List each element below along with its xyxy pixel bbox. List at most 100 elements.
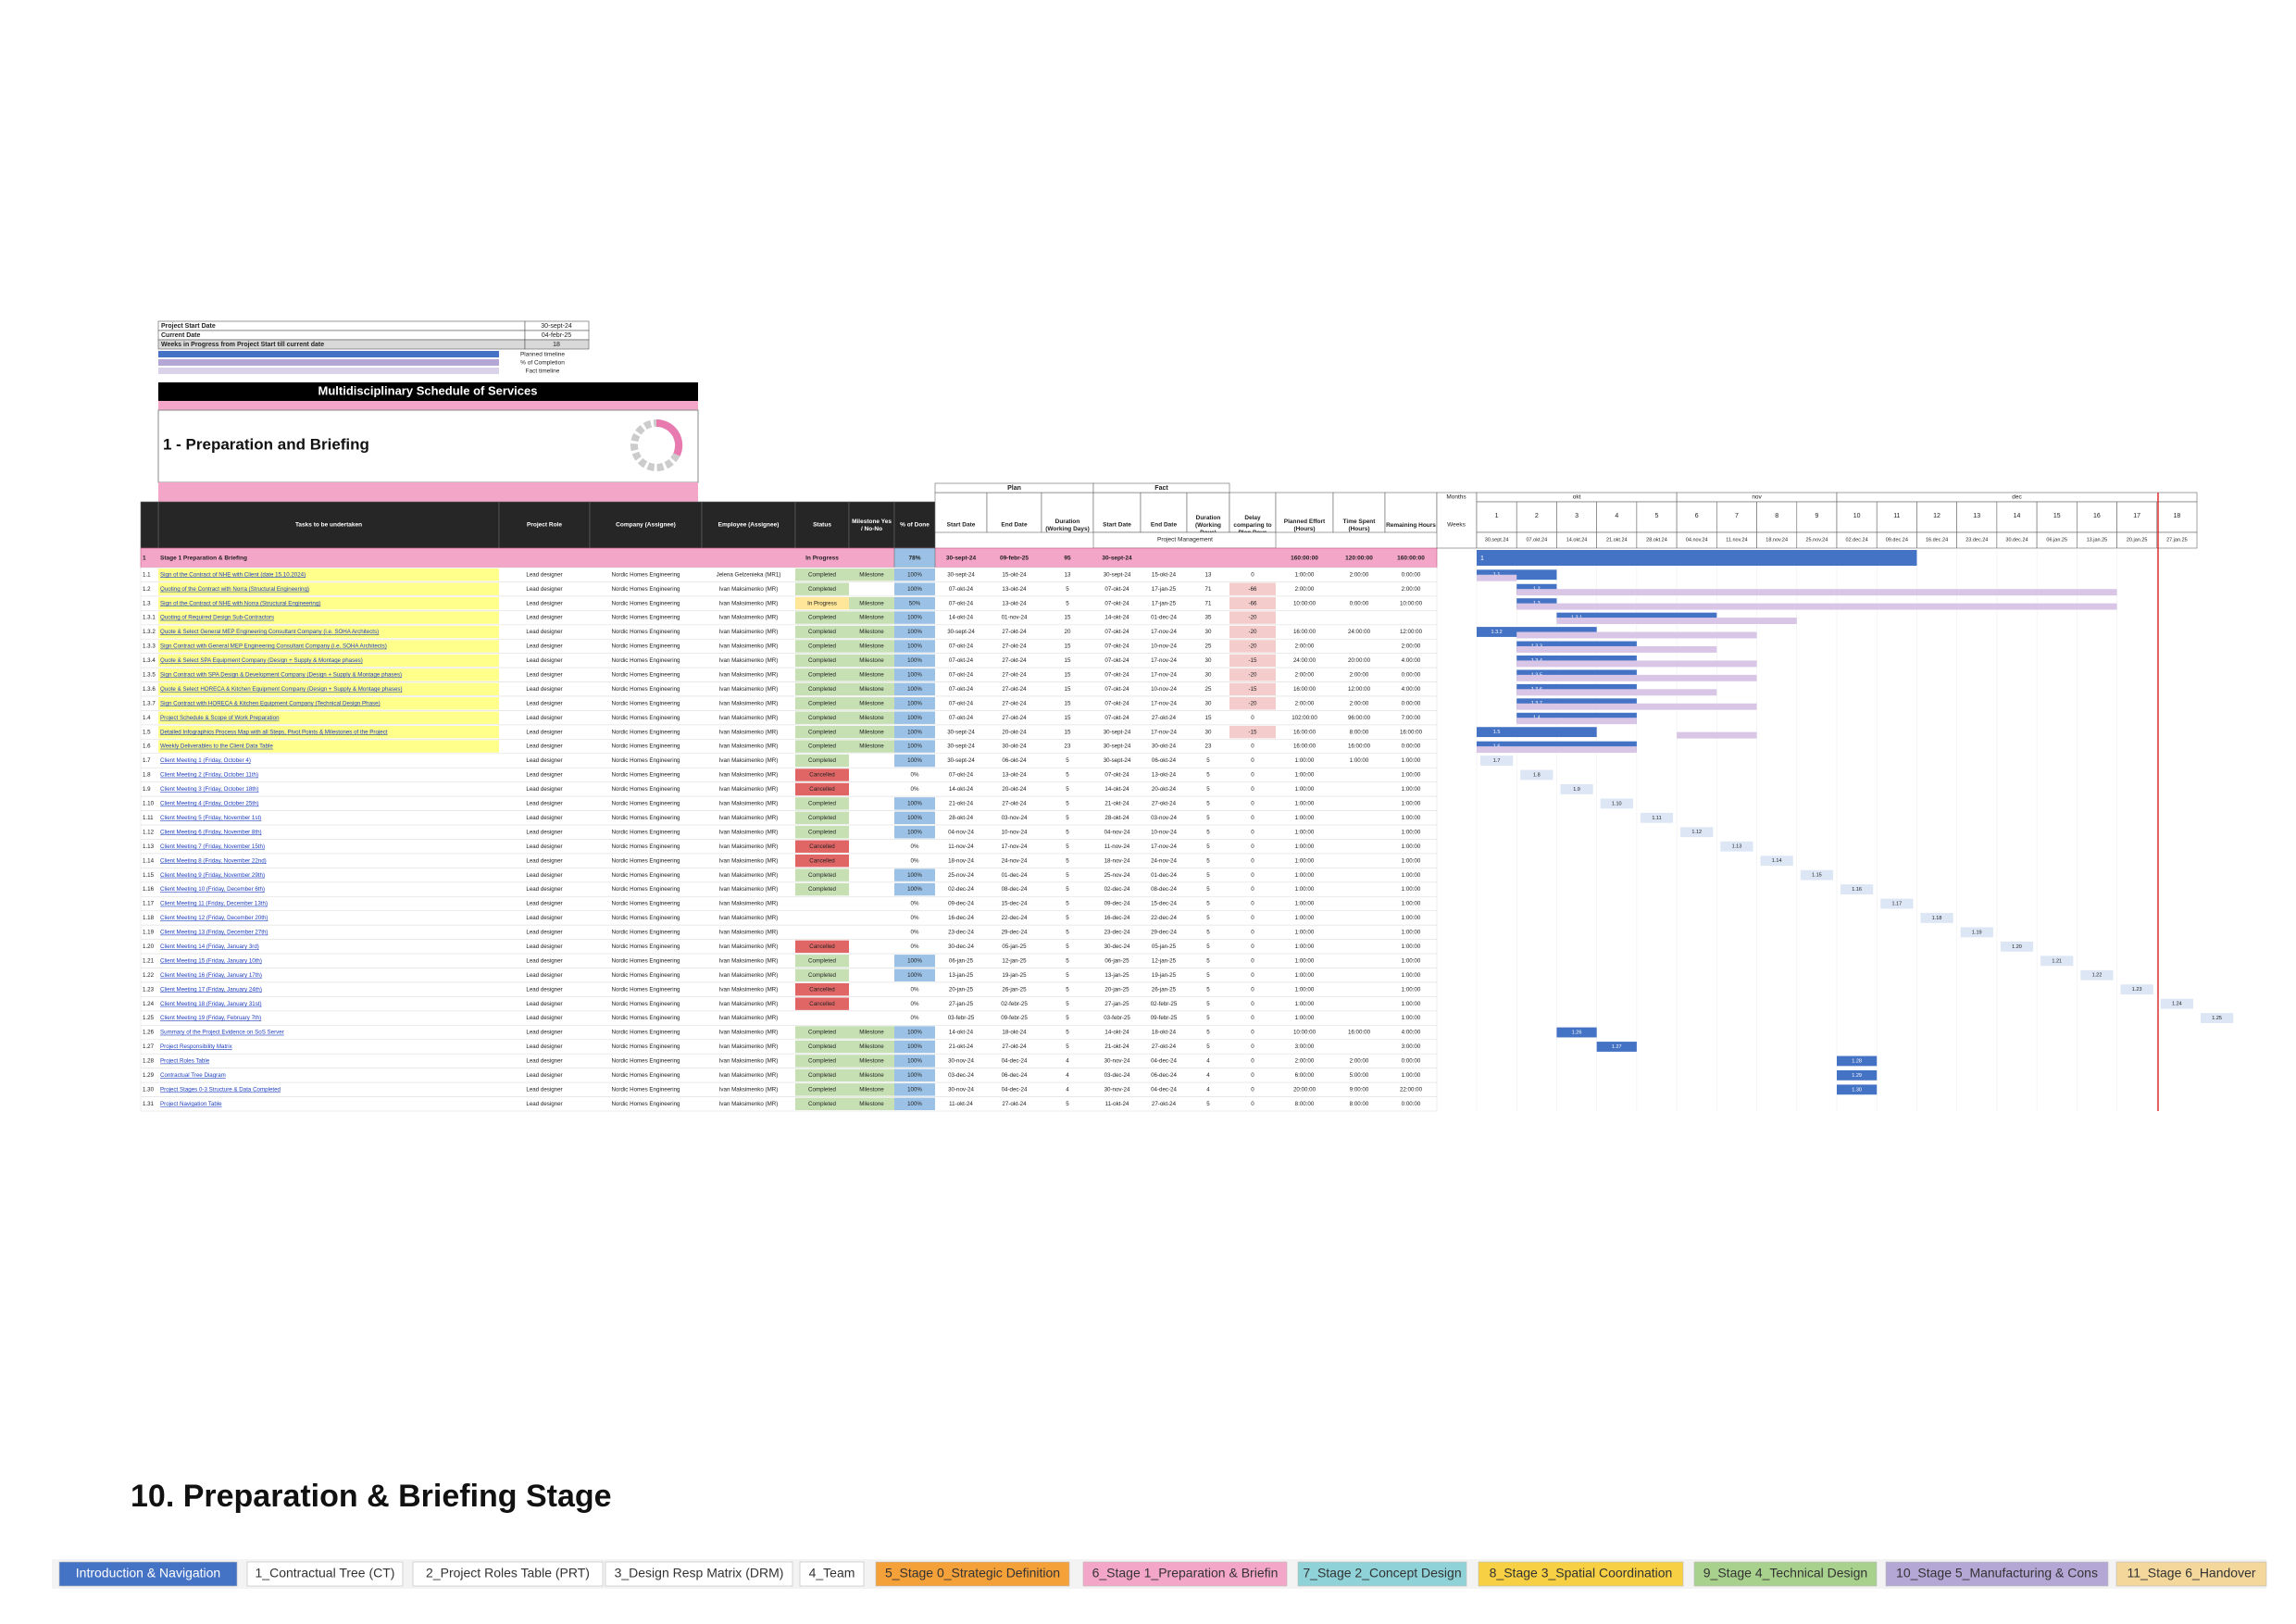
stage-cell: 30-sept-24 <box>1102 556 1132 562</box>
cell-text: 9:00:00 <box>1350 1086 1369 1093</box>
cell-text: Lead designer <box>526 957 562 964</box>
cell-text: Nordic Homes Engineering <box>612 1101 681 1107</box>
sheet-tab[interactable] <box>246 1561 404 1587</box>
cell-text: 0:00:00 <box>1402 571 1421 578</box>
task-name: Client Meeting 2 (Friday, October 11th) <box>160 772 258 779</box>
header-cell <box>848 501 895 549</box>
cell-text: 102:00:00 <box>1292 715 1317 721</box>
cell-text: 2:00:00 <box>1402 643 1421 650</box>
cell-text: 19-jan-25 <box>1152 972 1177 979</box>
cell-text: Milestone <box>859 671 884 678</box>
cell-text: 5 <box>1206 843 1210 850</box>
cell-text: Lead designer <box>526 786 562 793</box>
cell-text: 03-nov-24 <box>1002 815 1028 821</box>
sheet-tab[interactable] <box>2115 1561 2267 1587</box>
sheet-tab-label[interactable]: 6_Stage 1_Preparation & Briefin <box>1092 1566 1279 1580</box>
cell-text: 6:00:00 <box>1295 1072 1315 1079</box>
week-number: 15 <box>2053 513 2061 519</box>
cell-text: Completed <box>808 743 836 750</box>
cell-text: 13-okt-24 <box>1002 772 1027 779</box>
status-cell <box>795 1040 849 1054</box>
cell-text: 4 <box>1066 1058 1069 1065</box>
cell-text: Nordic Homes Engineering <box>612 657 681 664</box>
gantt-bar-label: 1.9 <box>1573 787 1580 793</box>
cell-text: 0 <box>1251 1001 1254 1007</box>
sheet-tab-label[interactable]: 8_Stage 3_Spatial Coordination <box>1490 1566 1673 1580</box>
sheet-tab-label[interactable]: 1_Contractual Tree (CT) <box>256 1566 395 1580</box>
cell-text: 100% <box>907 615 922 621</box>
header-cell <box>986 492 1042 533</box>
cell-text: Nordic Homes Engineering <box>612 629 681 635</box>
sheet-tab[interactable] <box>1297 1561 1467 1587</box>
week-date: 27.jan.25 <box>2166 537 2188 543</box>
cell-text: 2:00:00 <box>1350 671 1369 678</box>
week-cell <box>2116 501 2158 533</box>
header-cell <box>1041 492 1094 533</box>
cell-text: 100% <box>907 801 922 807</box>
cell-text: Completed <box>808 815 836 821</box>
cell-text: 1:00:00 <box>1295 815 1315 821</box>
task-name: Client Meeting 1 (Friday, October 4) <box>160 757 251 764</box>
cell-text: 07-okt-24 <box>949 600 974 606</box>
sheet-tab-label[interactable]: 10_Stage 5_Manufacturing & Cons <box>1896 1566 2098 1580</box>
sheet-tab[interactable] <box>58 1561 238 1587</box>
cell-text: 1.31 <box>143 1101 155 1107</box>
cell-text: 03-nov-24 <box>1151 815 1177 821</box>
cell-text: 16:00:00 <box>1293 686 1316 693</box>
sheet-tab[interactable] <box>605 1561 793 1587</box>
cell-text: Nordic Homes Engineering <box>612 1072 681 1079</box>
sheet-tab-label[interactable]: 9_Stage 4_Technical Design <box>1703 1566 1867 1580</box>
column-header: Employee (Assignee) <box>718 522 780 529</box>
cell-text: 1.3.7 <box>143 700 156 706</box>
cell-text: 10:00:00 <box>1400 600 1423 606</box>
sheet-tab[interactable] <box>1478 1561 1684 1587</box>
cell-text: 1.18 <box>143 915 155 921</box>
weeks-label: Weeks <box>1447 522 1466 529</box>
week-cell <box>1676 501 1717 533</box>
cell-text: 24-nov-24 <box>1002 857 1028 864</box>
sheet-tab[interactable] <box>799 1561 865 1587</box>
sheet-tab[interactable] <box>875 1561 1070 1587</box>
sheet-tab[interactable] <box>1693 1561 1878 1587</box>
week-date: 25.nov.24 <box>1806 537 1828 543</box>
sheet-tab-label[interactable]: 7_Stage 2_Concept Design <box>1303 1566 1461 1580</box>
sheet-tab-label[interactable]: 3_Design Resp Matrix (DRM) <box>615 1566 784 1580</box>
sheet-tab-label[interactable]: 5_Stage 0_Strategic Definition <box>885 1566 1060 1580</box>
sheet-tab[interactable] <box>1885 1561 2109 1587</box>
task-name: Client Meeting 19 (Friday, February 7th) <box>160 1015 261 1021</box>
sheet-tab-label[interactable]: 11_Stage 6_Handover <box>2127 1566 2255 1580</box>
cell-text: 07-okt-24 <box>949 772 974 779</box>
sheet-tab-label[interactable]: 2_Project Roles Table (PRT) <box>426 1566 590 1580</box>
cell-text: Nordic Homes Engineering <box>612 957 681 964</box>
cell-text: 2:00:00 <box>1350 571 1369 578</box>
status-cell <box>795 868 849 881</box>
cell-text: 27-okt-24 <box>1002 657 1027 664</box>
sheet-tab-label[interactable]: 4_Team <box>809 1566 855 1580</box>
cell-text: Cancelled <box>809 1001 835 1007</box>
cell-text: 5 <box>1066 857 1069 864</box>
cell-text: 11-nov-24 <box>948 843 974 850</box>
sheet-tab[interactable] <box>412 1561 604 1587</box>
cell-text: 1:00:00 <box>1402 757 1421 764</box>
gantt-bar <box>2120 984 2153 995</box>
cell-text: 0 <box>1251 1015 1254 1021</box>
gantt-bar <box>1680 827 1714 838</box>
cell-text: 96:00:00 <box>1348 715 1371 721</box>
gantt-bar <box>1516 703 1757 710</box>
column-header: Project Role <box>527 522 562 529</box>
task-name: Project Roles Table <box>160 1058 210 1065</box>
task-name: Client Meeting 18 (Friday, January 31st) <box>160 1001 262 1007</box>
sheet-tab[interactable] <box>1082 1561 1288 1587</box>
cell-text: 100% <box>907 686 922 693</box>
cell-text: Completed <box>808 757 836 764</box>
cell-text: 4:00:00 <box>1402 657 1421 664</box>
cell-text: 100% <box>907 729 922 735</box>
cell-text: 14-okt-24 <box>1104 1030 1129 1036</box>
cell-text: Nordic Homes Engineering <box>612 772 681 779</box>
task-highlight <box>158 725 499 739</box>
cell-text: -20 <box>1249 615 1258 621</box>
week-number: 8 <box>1775 513 1778 519</box>
task-highlight <box>158 611 499 624</box>
cell-text: Ivan Maksimenko (MR) <box>719 915 779 921</box>
sheet-tab-label[interactable]: Introduction & Navigation <box>76 1566 220 1580</box>
